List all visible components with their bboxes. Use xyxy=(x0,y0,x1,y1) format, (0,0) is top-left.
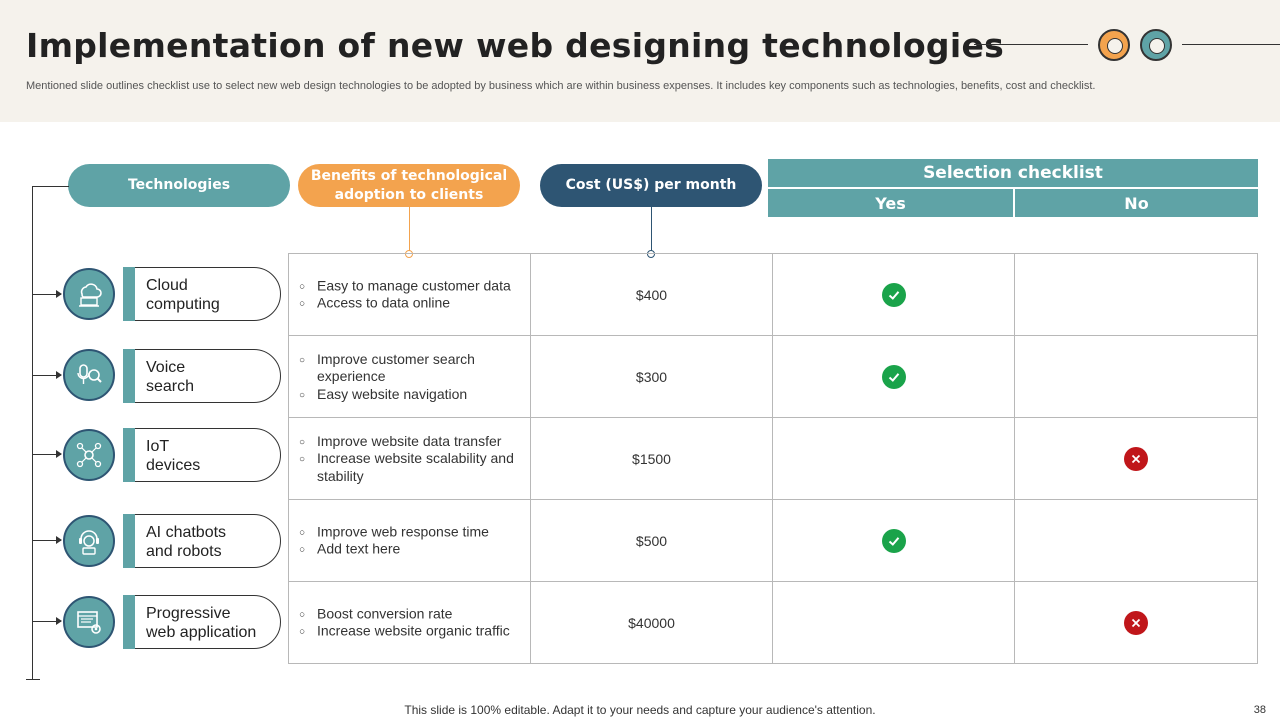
technologies-header: Technologies xyxy=(68,164,290,207)
benefits-connector xyxy=(409,207,410,253)
no-cell xyxy=(1015,254,1257,336)
page-title: Implementation of new web designing tech… xyxy=(26,26,1005,65)
benefits-header: Benefits of technological adoption to cl… xyxy=(298,164,520,207)
check-icon xyxy=(881,364,906,389)
tree-arrow xyxy=(33,450,62,458)
decorative-line-right xyxy=(1182,44,1280,45)
no-header: No xyxy=(1015,189,1258,217)
benefit-item: Increase website organic traffic xyxy=(299,623,524,641)
benefit-list: Improve website data transfer Increase w… xyxy=(299,432,524,485)
benefit-item: Easy to manage customer data xyxy=(299,277,524,295)
cost-cell: $40000 xyxy=(531,582,773,663)
no-cell xyxy=(1015,582,1257,663)
iot-network-icon xyxy=(63,429,115,481)
benefit-list: Easy to manage customer data Access to d… xyxy=(299,277,524,312)
benefit-item: Access to data online xyxy=(299,295,524,313)
cost-cell: $1500 xyxy=(531,418,773,500)
technology-name: Progressive web application xyxy=(146,605,257,641)
technology-label-box: IoT devices xyxy=(123,428,281,482)
voice-search-icon xyxy=(63,349,115,401)
page-number: 38 xyxy=(1253,704,1266,716)
yes-cell xyxy=(773,254,1015,336)
technology-name: Voice search xyxy=(146,359,195,395)
cost-cell: $300 xyxy=(531,336,773,418)
cost-connector-dot xyxy=(647,250,655,258)
benefit-item: Increase website scalability and stabili… xyxy=(299,450,524,485)
selection-checklist-header: Selection checklist xyxy=(768,159,1258,187)
footer-note: This slide is 100% editable. Adapt it to… xyxy=(404,703,876,717)
cross-icon xyxy=(1124,610,1148,635)
benefit-list: Improve web response time Add text here xyxy=(299,523,524,558)
benefit-item: Easy website navigation xyxy=(299,385,524,403)
tree-bottom-cap xyxy=(26,679,40,680)
no-cell xyxy=(1015,336,1257,418)
cross-icon xyxy=(1124,446,1148,471)
checklist-table: Easy to manage customer data Access to d… xyxy=(288,253,1258,664)
benefit-item: Boost conversion rate xyxy=(299,605,524,623)
benefits-cell: Easy to manage customer data Access to d… xyxy=(289,254,531,336)
technology-name: IoT devices xyxy=(146,438,201,474)
page-subtitle: Mentioned slide outlines checklist use t… xyxy=(26,80,1096,92)
benefit-item: Improve website data transfer xyxy=(299,432,524,450)
cost-value: $400 xyxy=(635,286,668,303)
benefits-cell: Improve customer search experience Easy … xyxy=(289,336,531,418)
decorative-orange-circle xyxy=(1098,29,1130,61)
tree-arrow xyxy=(33,617,62,625)
tree-arrow xyxy=(33,290,62,298)
cost-cell: $500 xyxy=(531,500,773,582)
no-cell xyxy=(1015,500,1257,582)
check-icon xyxy=(881,282,906,307)
technology-label-box: Voice search xyxy=(123,349,281,403)
cost-value: $1500 xyxy=(632,450,671,467)
benefits-cell: Improve web response time Add text here xyxy=(289,500,531,582)
yes-cell xyxy=(773,500,1015,582)
technology-name: Cloud computing xyxy=(146,277,220,313)
cloud-computing-icon xyxy=(63,268,115,320)
decorative-line-left xyxy=(974,44,1088,45)
benefit-item: Improve customer search experience xyxy=(299,350,524,385)
technology-label-box: Cloud computing xyxy=(123,267,281,321)
no-cell xyxy=(1015,418,1257,500)
yes-cell xyxy=(773,418,1015,500)
chatbot-robot-icon xyxy=(63,515,115,567)
benefits-cell: Improve website data transfer Increase w… xyxy=(289,418,531,500)
technology-label-box: Progressive web application xyxy=(123,595,281,649)
technology-label-box: AI chatbots and robots xyxy=(123,514,281,568)
benefits-cell: Boost conversion rate Increase website o… xyxy=(289,582,531,663)
cost-cell: $400 xyxy=(531,254,773,336)
tree-arrow xyxy=(33,371,62,379)
check-icon xyxy=(881,528,906,553)
cost-value: $500 xyxy=(635,532,668,549)
tree-arrow xyxy=(33,536,62,544)
benefit-item: Improve web response time xyxy=(299,523,524,541)
benefits-connector-dot xyxy=(405,250,413,258)
yes-header: Yes xyxy=(768,189,1013,217)
cost-value: $40000 xyxy=(628,614,675,631)
benefit-list: Improve customer search experience Easy … xyxy=(299,350,524,403)
yes-cell xyxy=(773,582,1015,663)
slide-header: Implementation of new web designing tech… xyxy=(0,0,1280,122)
tree-top-stub xyxy=(32,186,69,187)
technology-name: AI chatbots and robots xyxy=(146,524,227,560)
benefit-item: Add text here xyxy=(299,541,524,559)
web-app-icon xyxy=(63,596,115,648)
cost-value: $300 xyxy=(635,368,668,385)
yes-cell xyxy=(773,336,1015,418)
tree-vertical-line xyxy=(32,186,33,680)
cost-connector xyxy=(651,207,652,253)
decorative-teal-circle xyxy=(1140,29,1172,61)
benefit-list: Boost conversion rate Increase website o… xyxy=(299,605,524,640)
cost-header: Cost (US$) per month xyxy=(540,164,762,207)
